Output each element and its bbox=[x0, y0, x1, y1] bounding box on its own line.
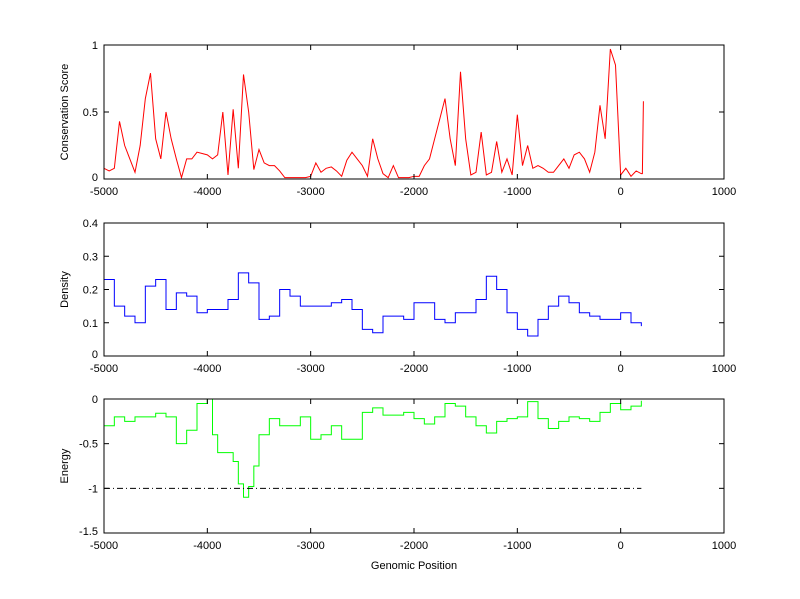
x-tick-label: -3000 bbox=[297, 540, 325, 552]
x-tick-label: -1000 bbox=[503, 540, 531, 552]
x-tick-label: -2000 bbox=[400, 540, 428, 552]
y-axis-label: Density bbox=[59, 271, 71, 308]
x-tick-label: 1000 bbox=[712, 540, 736, 552]
x-tick-label: -1000 bbox=[503, 186, 531, 198]
y-tick-label: 0.2 bbox=[83, 285, 98, 297]
y-tick-label: -0.5 bbox=[79, 439, 98, 451]
x-tick-label: 0 bbox=[618, 363, 624, 375]
subplot-2: -5000 -4000 -3000 -2000 -1000 0 1000 0 0.1 0.2 0.3… bbox=[59, 218, 736, 375]
y-tick-label: 0 bbox=[92, 172, 98, 184]
x-tick-label: 1000 bbox=[712, 186, 736, 198]
x-axis-label: Genomic Position bbox=[371, 560, 457, 572]
x-tick-label: -2000 bbox=[400, 186, 428, 198]
x-tick-label: -5000 bbox=[90, 363, 118, 375]
y-tick-label: 0.3 bbox=[83, 251, 98, 263]
y-tick-label: 1 bbox=[92, 40, 98, 52]
x-tick-label: -2000 bbox=[400, 363, 428, 375]
x-tick-label: 0 bbox=[618, 186, 624, 198]
y-tick-label: 0.4 bbox=[83, 218, 98, 230]
y-tick-label: 0 bbox=[92, 394, 98, 406]
y-axis-label: Conservation Score bbox=[59, 64, 71, 161]
y-tick-label: 0 bbox=[92, 349, 98, 361]
y-axis-label: Energy bbox=[59, 448, 71, 483]
y-tick-label: -1.5 bbox=[79, 526, 98, 538]
x-tick-label: -4000 bbox=[193, 186, 221, 198]
y-tick-label: -1 bbox=[88, 483, 98, 495]
y-tick-label: 0.5 bbox=[83, 107, 98, 119]
x-tick-label: -3000 bbox=[297, 363, 325, 375]
series-line bbox=[104, 398, 642, 498]
x-tick-label: -4000 bbox=[193, 540, 221, 552]
x-tick-label: -4000 bbox=[193, 363, 221, 375]
x-tick-label: -5000 bbox=[90, 540, 118, 552]
x-tick-label: -5000 bbox=[90, 186, 118, 198]
x-tick-label: 1000 bbox=[712, 363, 736, 375]
x-tick-label: 0 bbox=[618, 540, 624, 552]
series-line bbox=[104, 272, 642, 337]
x-tick-label: -3000 bbox=[297, 186, 325, 198]
x-tick-label: -1000 bbox=[503, 363, 531, 375]
y-tick-label: 0.1 bbox=[83, 318, 98, 330]
series-line bbox=[103, 48, 644, 180]
subplot-1: -5000 -4000 -3000 -2000 -1000 0 1000 0 0.5 1 Conse… bbox=[59, 40, 736, 198]
subplot-3: -5000 -4000 -3000 -2000 -1000 0 1000 -1.5 -1 -0.5… bbox=[59, 394, 736, 572]
